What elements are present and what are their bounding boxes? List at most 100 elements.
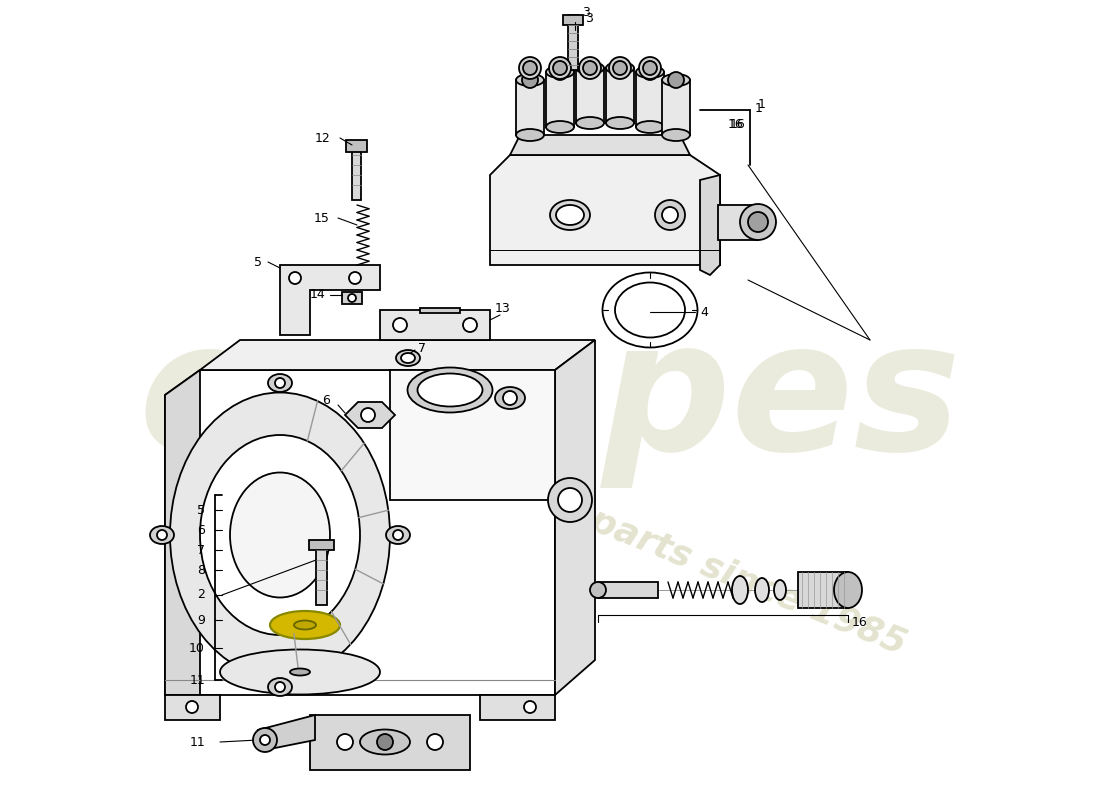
- Ellipse shape: [268, 678, 292, 696]
- Bar: [568, 15, 578, 70]
- Ellipse shape: [644, 61, 657, 75]
- Circle shape: [348, 294, 356, 302]
- Text: 7: 7: [197, 543, 205, 557]
- Ellipse shape: [609, 57, 631, 79]
- Ellipse shape: [386, 526, 410, 544]
- Text: 12: 12: [315, 131, 330, 145]
- Ellipse shape: [615, 282, 685, 338]
- Polygon shape: [310, 715, 470, 770]
- Ellipse shape: [519, 57, 541, 79]
- Ellipse shape: [230, 473, 330, 598]
- Circle shape: [186, 701, 198, 713]
- Ellipse shape: [150, 526, 174, 544]
- Bar: [636, 72, 664, 127]
- Ellipse shape: [546, 66, 574, 78]
- Ellipse shape: [613, 61, 627, 75]
- Bar: [390, 370, 556, 500]
- Ellipse shape: [407, 367, 493, 413]
- Text: 16: 16: [852, 615, 868, 629]
- Text: 1: 1: [758, 98, 766, 111]
- Ellipse shape: [576, 117, 604, 129]
- Text: 3: 3: [585, 11, 593, 25]
- Circle shape: [260, 735, 270, 745]
- Polygon shape: [165, 370, 200, 695]
- Ellipse shape: [550, 200, 590, 230]
- Polygon shape: [345, 402, 395, 428]
- Ellipse shape: [546, 121, 574, 133]
- Text: 16: 16: [730, 118, 746, 131]
- Circle shape: [361, 408, 375, 422]
- Bar: [316, 545, 327, 605]
- Polygon shape: [200, 340, 595, 370]
- Ellipse shape: [549, 57, 571, 79]
- Text: a passion for parts since 1985: a passion for parts since 1985: [329, 399, 912, 661]
- Polygon shape: [280, 265, 380, 335]
- Bar: [718, 205, 758, 240]
- Polygon shape: [490, 155, 720, 265]
- Ellipse shape: [220, 650, 380, 694]
- Text: 10: 10: [189, 642, 205, 654]
- Polygon shape: [510, 135, 690, 155]
- Circle shape: [548, 478, 592, 522]
- Bar: [563, 15, 583, 25]
- Ellipse shape: [290, 669, 310, 675]
- Circle shape: [590, 582, 606, 598]
- Ellipse shape: [583, 61, 597, 75]
- Ellipse shape: [200, 435, 360, 635]
- Text: 16: 16: [728, 118, 744, 131]
- Text: 14: 14: [309, 289, 324, 302]
- Polygon shape: [379, 310, 490, 340]
- Text: 11: 11: [189, 674, 205, 686]
- Bar: [420, 308, 460, 313]
- Bar: [352, 145, 361, 200]
- Text: 2: 2: [197, 589, 205, 602]
- Polygon shape: [480, 695, 556, 720]
- Ellipse shape: [606, 117, 634, 129]
- Ellipse shape: [755, 578, 769, 602]
- Bar: [798, 572, 848, 608]
- Ellipse shape: [294, 621, 316, 630]
- Ellipse shape: [516, 129, 544, 141]
- Text: 5: 5: [254, 255, 262, 269]
- Ellipse shape: [522, 61, 537, 75]
- Text: 9: 9: [197, 614, 205, 626]
- Circle shape: [349, 272, 361, 284]
- Text: 15: 15: [315, 211, 330, 225]
- Circle shape: [427, 734, 443, 750]
- Circle shape: [393, 530, 403, 540]
- Ellipse shape: [732, 576, 748, 604]
- Bar: [546, 72, 574, 127]
- Text: 1: 1: [755, 102, 763, 114]
- Text: 5: 5: [197, 503, 205, 517]
- Text: 11: 11: [189, 735, 205, 749]
- Text: europes: europes: [139, 312, 961, 488]
- Circle shape: [275, 682, 285, 692]
- Circle shape: [740, 204, 776, 240]
- Circle shape: [393, 318, 407, 332]
- Ellipse shape: [834, 572, 862, 608]
- Bar: [606, 68, 634, 123]
- Ellipse shape: [579, 57, 601, 79]
- Ellipse shape: [639, 57, 661, 79]
- Polygon shape: [556, 340, 595, 695]
- Bar: [576, 68, 604, 123]
- Circle shape: [642, 64, 658, 80]
- Ellipse shape: [662, 129, 690, 141]
- Circle shape: [253, 728, 277, 752]
- Ellipse shape: [774, 580, 786, 600]
- Bar: [662, 80, 690, 135]
- Ellipse shape: [268, 374, 292, 392]
- Circle shape: [582, 60, 598, 76]
- Circle shape: [524, 701, 536, 713]
- Text: 7: 7: [418, 342, 426, 354]
- Text: 6: 6: [197, 523, 205, 537]
- Ellipse shape: [556, 205, 584, 225]
- Text: 8: 8: [197, 563, 205, 577]
- Ellipse shape: [553, 61, 566, 75]
- Ellipse shape: [576, 62, 604, 74]
- Circle shape: [552, 64, 568, 80]
- Ellipse shape: [495, 387, 525, 409]
- Circle shape: [463, 318, 477, 332]
- Circle shape: [377, 734, 393, 750]
- Circle shape: [337, 734, 353, 750]
